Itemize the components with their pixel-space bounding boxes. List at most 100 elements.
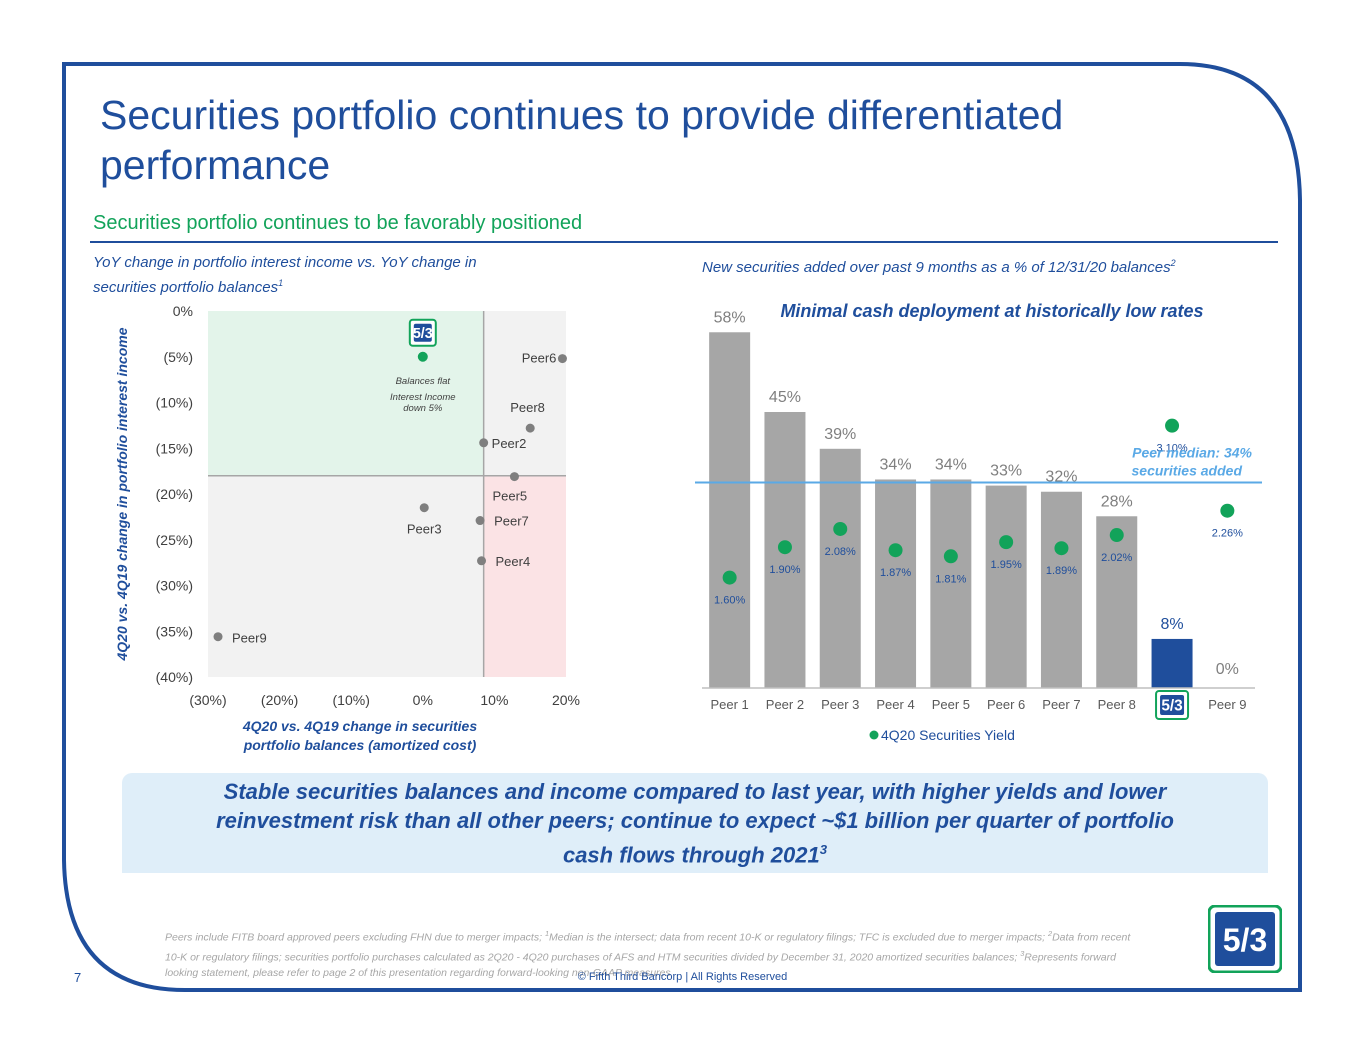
yield-point (943, 549, 958, 564)
yield-point (1109, 528, 1124, 543)
category-label: Peer 1 (710, 697, 748, 712)
category-label: Peer 3 (821, 697, 859, 712)
bar (985, 485, 1027, 688)
key-takeaway-banner: Stable securities balances and income co… (122, 773, 1268, 873)
fitb-logo-marker: 5/3 (408, 318, 437, 347)
y-tick-label: (25%) (156, 532, 193, 548)
scatter-point (479, 438, 489, 448)
annotation-line: down 5% (403, 403, 443, 414)
scatter-point-label: Peer5 (492, 489, 527, 504)
bar-value-label: 34% (935, 456, 967, 473)
yield-label: 3.10% (1156, 443, 1187, 455)
fifth-third-logo: 5/3 (1208, 905, 1282, 973)
y-tick-label: (5%) (163, 349, 193, 365)
median-label: securities added (1132, 462, 1243, 478)
y-tick-label: 0% (173, 303, 193, 319)
bar (1040, 491, 1082, 688)
bar-value-label: 0% (1216, 661, 1239, 678)
left-panel-heading: YoY change in portfolio interest income … (93, 254, 477, 296)
y-tick-label: (30%) (156, 578, 193, 594)
scatter-point (509, 472, 519, 482)
y-axis-label: 4Q20 vs. 4Q19 change in portfolio intere… (114, 327, 130, 661)
bar (709, 332, 751, 688)
bar (819, 448, 861, 688)
scatter-point-label: Peer7 (494, 514, 529, 529)
y-tick-label: (10%) (156, 395, 193, 411)
x-axis-label-line2: portfolio balances (amortized cost) (243, 737, 477, 753)
legend-marker (869, 730, 879, 740)
yield-label: 1.81% (935, 573, 966, 585)
scatter-point-label: Peer8 (510, 400, 545, 415)
category-label: Peer 4 (876, 697, 914, 712)
page-subtitle: Securities portfolio continues to be fav… (93, 212, 583, 234)
bar (1151, 638, 1193, 688)
red-quadrant (483, 475, 566, 677)
yield-label: 1.90% (769, 564, 800, 576)
yield-point (777, 540, 792, 555)
y-tick-label: (40%) (156, 669, 193, 685)
yield-point (722, 570, 737, 585)
scatter-point (475, 516, 485, 526)
yield-point (888, 543, 903, 558)
annotation-line: Balances flat (396, 376, 451, 387)
bar-value-label: 39% (824, 426, 856, 443)
yield-point (1220, 503, 1235, 518)
yield-label: 2.26% (1212, 528, 1243, 540)
scatter-point-label: Peer9 (232, 631, 267, 646)
bar-value-label: 34% (880, 456, 912, 473)
scatter-chart: 0% (5%) (10%) (15%) (20%) (25%) (30%) (35%) (40%… (114, 303, 580, 753)
fitb-point (417, 351, 428, 362)
logo-text: 5/3 (413, 326, 433, 342)
x-tick-label: (20%) (261, 692, 298, 708)
median-label: Peer median: 34% (1132, 444, 1252, 460)
y-tick-label: (15%) (156, 440, 193, 456)
yield-label: 1.95% (991, 559, 1022, 571)
divider (90, 241, 1278, 243)
copyright: © Fifth Third Bancorp | All Rights Reser… (577, 971, 788, 983)
category-label: Peer 6 (987, 697, 1025, 712)
yield-label: 1.87% (880, 567, 911, 579)
x-axis-label-line1: 4Q20 vs. 4Q19 change in securities (242, 718, 477, 734)
bar-value-label: 28% (1101, 493, 1133, 510)
category-label: Peer 5 (932, 697, 970, 712)
scatter-point (477, 556, 487, 566)
x-tick-label: (30%) (189, 692, 226, 708)
yield-point (1165, 418, 1180, 433)
bar (930, 479, 972, 688)
category-label: Peer 2 (766, 697, 804, 712)
annotation-line: Interest Income (390, 392, 455, 403)
bar-chart-title: Minimal cash deployment at historically … (780, 301, 1203, 321)
scatter-point-label: Peer4 (496, 554, 531, 569)
scatter-point (557, 354, 567, 364)
bar (1096, 516, 1138, 688)
scatter-point-label: Peer6 (522, 351, 557, 366)
legend-label: 4Q20 Securities Yield (881, 727, 1015, 743)
x-tick-label: 20% (552, 692, 580, 708)
page-title: Securities portfolio continues to provid… (100, 92, 1064, 188)
bar (875, 479, 917, 688)
green-quadrant (208, 311, 484, 476)
fitb-category-logo: 5/3 (1155, 690, 1190, 720)
category-label: Peer 7 (1042, 697, 1080, 712)
yield-label: 1.89% (1046, 565, 1077, 577)
bar-chart: Minimal cash deployment at historically … (695, 301, 1262, 743)
yield-label: 2.08% (825, 546, 856, 558)
logo-text: 5/3 (1161, 698, 1182, 715)
scatter-point (419, 503, 429, 513)
right-panel-heading: New securities added over past 9 months … (702, 258, 1176, 276)
bar-value-label: 45% (769, 389, 801, 406)
bar-value-label: 58% (714, 309, 746, 326)
page-number: 7 (74, 970, 82, 985)
yield-point (1054, 541, 1069, 556)
y-tick-label: (20%) (156, 486, 193, 502)
x-tick-label: 0% (413, 692, 433, 708)
logo-text: 5/3 (1223, 922, 1267, 958)
x-tick-label: 10% (480, 692, 508, 708)
scatter-point (525, 423, 535, 433)
scatter-point-label: Peer3 (407, 522, 442, 537)
footnote: Peers include FITB board approved peers … (165, 929, 1131, 979)
yield-point (999, 535, 1014, 550)
x-tick-label: (10%) (333, 692, 370, 708)
yield-point (833, 521, 848, 536)
